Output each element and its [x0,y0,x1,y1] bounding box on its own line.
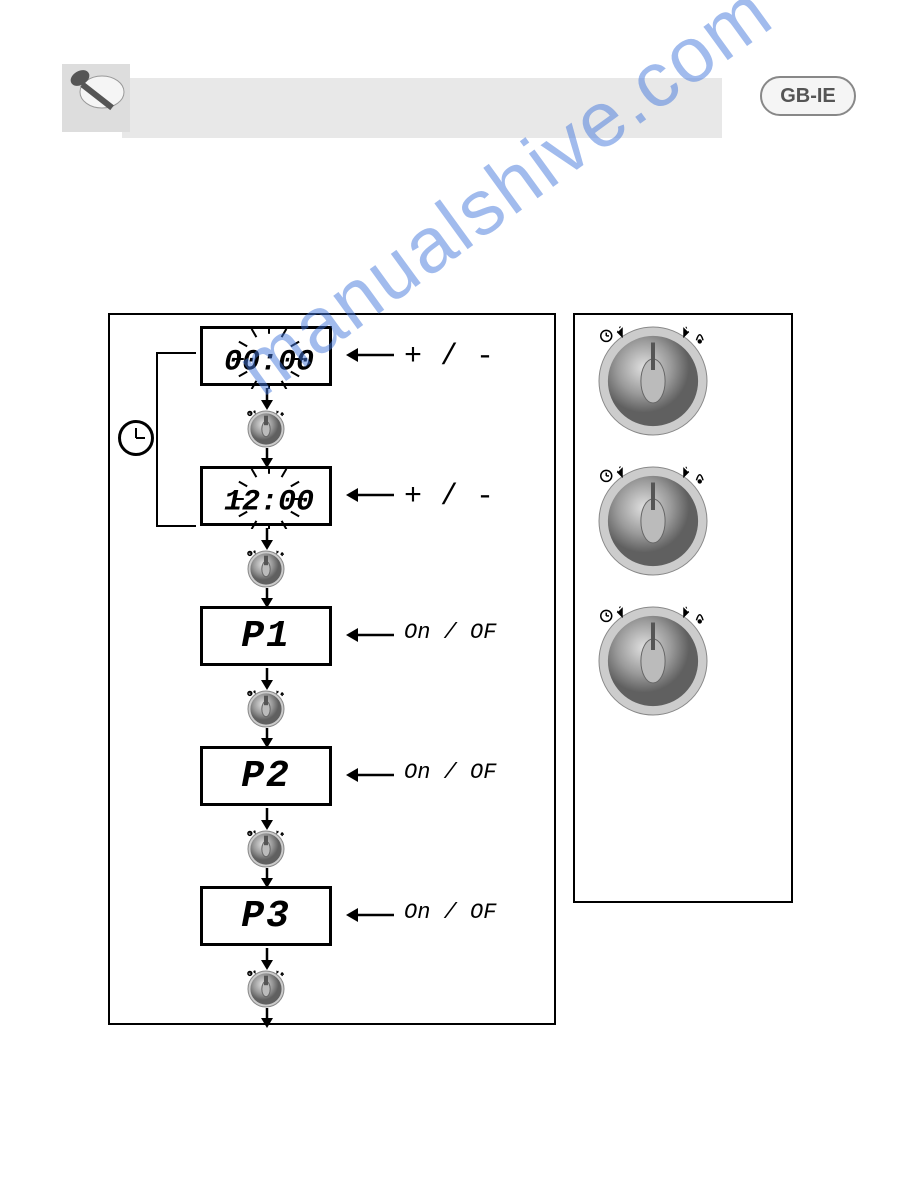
control-text: On / OF [404,620,496,645]
control-text: + / - [404,480,494,514]
header-bar [122,78,722,138]
display-d3: P1 [200,606,332,666]
display-label: P2 [241,755,291,798]
control-text: + / - [404,340,494,374]
language-badge: GB-IE [760,76,856,116]
chef-spoon-icon [62,64,130,132]
display-d2: 12:00 [200,466,332,526]
arrow-left-icon [346,903,396,932]
svg-text:00:00: 00:00 [224,346,314,380]
side-knob-3 [598,606,708,716]
control-text: On / OF [404,760,496,785]
display-d5: P3 [200,886,332,946]
down-arrow-icon [260,1008,274,1033]
svg-text:12:00: 12:00 [224,486,314,520]
control-text: On / OF [404,900,496,925]
side-knob-2 [598,466,708,576]
knob-mini-icon [247,830,285,868]
display-label: P1 [241,615,291,658]
side-knob-1 [598,326,708,436]
display-d4: P2 [200,746,332,806]
knob-mini-icon [247,550,285,588]
display-d1: 00:00 [200,326,332,386]
clock-icon [118,420,154,456]
knob-mini-icon [247,690,285,728]
arrow-left-icon [346,483,396,512]
display-label: P3 [241,895,291,938]
clock-bracket [156,352,196,527]
arrow-left-icon [346,623,396,652]
badge-text: GB-IE [780,85,836,108]
arrow-left-icon [346,763,396,792]
knob-mini-icon [247,410,285,448]
arrow-left-icon [346,343,396,372]
knob-mini-icon [247,970,285,1008]
